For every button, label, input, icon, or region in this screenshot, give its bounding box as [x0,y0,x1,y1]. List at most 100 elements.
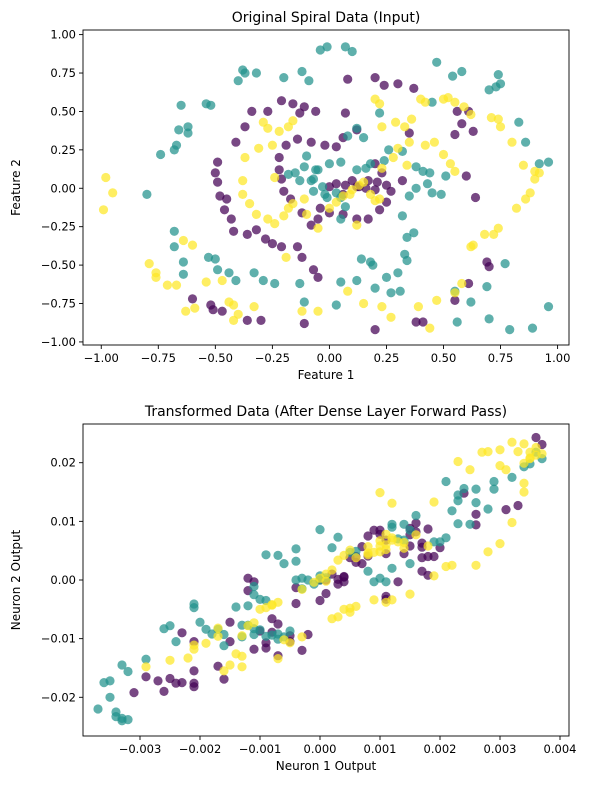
scatter-point-class-1 [340,42,350,52]
scatter-point-class-1 [270,278,280,289]
x-tick-label: −0.75 [141,351,176,365]
scatter-point-class-2 [201,638,211,648]
x-tick-label: −0.003 [119,742,162,756]
scatter-point-class-1 [457,66,467,77]
scatter-point-class-1 [453,490,463,500]
scatter-point-class-0 [411,317,421,327]
scatter-point-class-0 [225,617,235,627]
scatter-point-class-2 [493,114,503,124]
scatter-point-class-2 [429,137,439,147]
x-tick-label: −0.002 [179,742,222,756]
scatter-point-class-1 [251,68,261,78]
scatter-point-class-0 [281,140,291,150]
scatter-point-class-0 [242,229,252,239]
scatter-point-class-2 [189,640,199,650]
scatter-point-class-0 [531,432,541,443]
scatter-point-class-2 [423,541,433,551]
scatter-point-class-2 [513,447,523,457]
scatter-point-class-1 [441,533,451,543]
scatter-point-class-2 [381,597,391,607]
scatter-point-class-0 [450,129,460,140]
scatter-point-class-2 [507,137,517,147]
x-tick-label: 0.00 [317,351,343,365]
scatter-point-class-1 [381,272,392,282]
scatter-point-class-0 [397,176,407,186]
scatter-point-class-1 [370,283,380,293]
scatter-point-class-1 [375,108,385,118]
scatter-point-class-2 [375,488,385,498]
scatter-point-class-1 [363,566,373,576]
y-tick-label: −0.02 [41,690,76,704]
scatter-point-class-0 [379,80,389,90]
scatter-point-class-1 [489,484,499,494]
scatter-point-class-0 [468,126,478,136]
scatter-point-class-0 [370,325,380,335]
scatter-point-class-0 [226,214,236,224]
scatter-point-class-2 [187,240,198,250]
scatter-point-class-0 [267,239,277,249]
scatter-point-class-1 [123,666,133,677]
scatter-point-class-2 [425,323,435,333]
y-tick-label: −1.00 [41,335,76,349]
scatter-points [93,432,547,726]
scatter-point-class-2 [518,160,529,170]
scatter-point-class-1 [543,302,554,312]
scatter-point-class-0 [251,225,261,235]
scatter-point-class-2 [297,632,307,642]
scatter-point-class-0 [313,214,323,224]
scatter-point-class-2 [402,160,412,170]
scatter-point-class-1 [387,519,397,529]
scatter-point-class-0 [279,186,289,196]
scatter-point-class-2 [273,654,283,664]
scatter-point-class-1 [315,525,325,535]
scatter-point-class-1 [169,145,179,155]
scatter-point-class-0 [288,99,298,109]
scatter-point-class-2 [343,286,353,296]
scatter-point-class-1 [249,268,259,278]
scatter-point-class-2 [251,209,261,219]
scatter-point-class-1 [405,559,415,569]
scatter-point-class-2 [519,439,529,449]
scatter-point-class-2 [240,152,250,163]
scatter-point-class-2 [391,117,401,127]
scatter-point-class-1 [142,189,152,199]
scatter-point-class-1 [448,71,458,81]
scatter-point-class-2 [279,211,289,221]
scatter-point-class-2 [237,631,247,641]
scatter-point-class-2 [297,584,307,595]
scatter-point-class-1 [297,573,307,583]
scatter-point-class-1 [482,282,492,292]
scatter-point-class-1 [466,297,476,307]
scatter-point-class-2 [495,122,506,132]
scatter-point-class-2 [249,618,259,628]
x-tick-label: 0.25 [374,351,400,365]
scatter-point-class-0 [324,182,334,192]
scatter-point-class-1 [285,626,295,636]
scatter-point-class-1 [465,519,475,529]
scatter-point-class-2 [288,199,298,209]
scatter-point-class-0 [249,644,259,654]
y-axis-label: Feature 2 [9,159,23,216]
scatter-point-class-0 [291,598,301,609]
scatter-point-class-0 [306,137,316,147]
scatter-point-class-2 [213,631,223,641]
scatter-point-class-2 [331,197,341,207]
scatter-point-class-2 [480,229,490,239]
scatter-point-class-1 [379,156,389,166]
scatter-point-class-2 [217,275,227,286]
scatter-point-class-2 [225,660,235,670]
scatter-point-class-1 [483,504,493,514]
scatter-point-class-0 [372,177,382,187]
scatter-point-class-0 [311,106,321,116]
scatter-point-class-2 [338,191,348,201]
scatter-point-class-1 [386,288,396,298]
scatter-point-class-2 [377,122,387,132]
scatter-point-class-0 [393,79,403,89]
scatter-point-class-0 [461,171,471,181]
scatter-point-class-2 [445,159,455,169]
scatter-point-class-2 [438,149,449,160]
x-tick-label: 0.75 [488,351,514,365]
scatter-point-class-2 [377,302,387,312]
scatter-point-class-1 [336,157,346,167]
scatter-point-class-2 [165,655,175,665]
